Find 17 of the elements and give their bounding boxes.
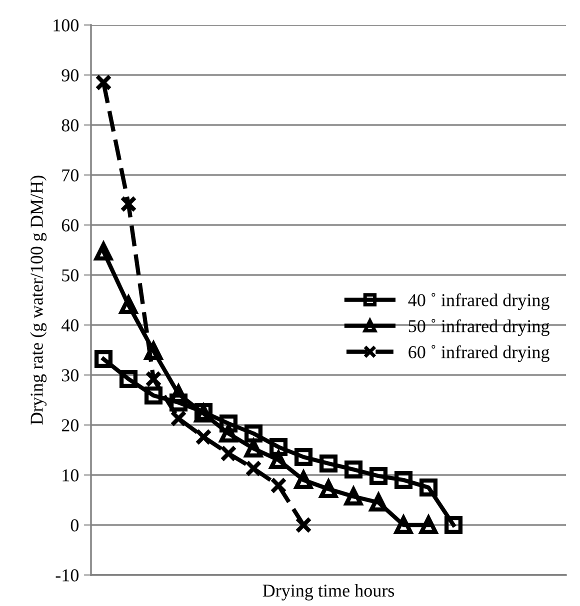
y-tick-label: 50	[62, 269, 79, 282]
y-tick-label: 0	[70, 519, 79, 532]
y-tick-label: 100	[54, 19, 79, 32]
y-tick-label: 60	[62, 219, 79, 232]
y-tick-label: 70	[62, 169, 79, 182]
legend-label: 60 ˚ infrared drying	[408, 345, 550, 362]
y-tick-label: 20	[62, 419, 79, 432]
y-tick-label: 90	[62, 69, 79, 82]
y-tick-label: 30	[62, 369, 79, 382]
y-tick-label: 40	[61, 319, 79, 332]
legend-label: 50 ˚ infrared drying	[408, 319, 550, 336]
y-tick-label: 80	[62, 119, 79, 132]
y-tick-label: -10	[56, 569, 79, 582]
y-tick-label: 10	[62, 469, 79, 482]
legend-label: 40 ˚ infrared drying	[408, 293, 550, 310]
x-axis-title: Drying time hours	[262, 584, 394, 600]
y-axis-title: Drying rate (g water/100 g DM/H)	[30, 176, 47, 425]
